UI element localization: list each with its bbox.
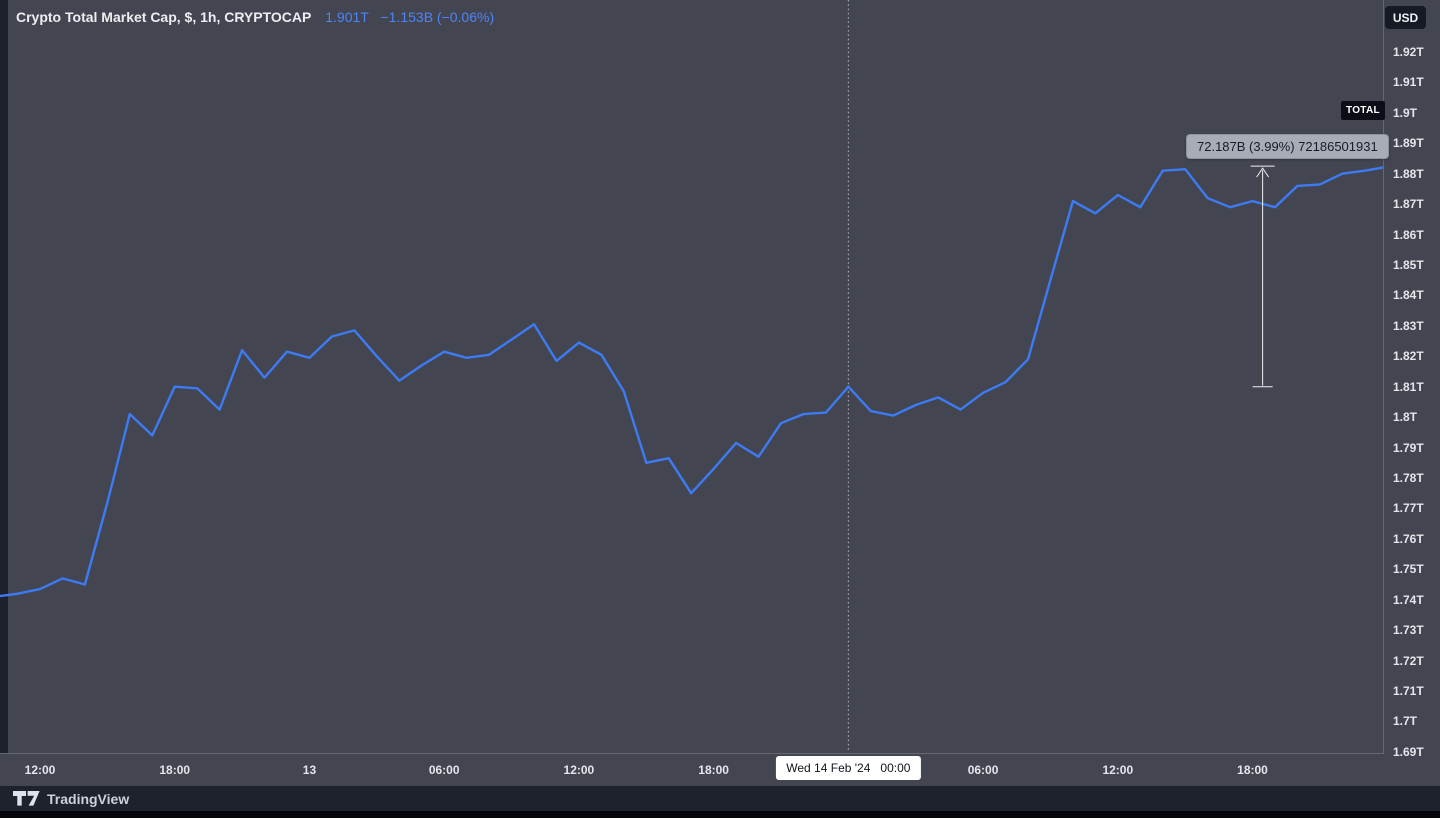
price-tick-label: 1.69T: [1393, 744, 1424, 759]
price-tick-label: 1.7T: [1393, 714, 1418, 729]
price-change: −1.153B (−0.06%): [380, 9, 495, 25]
price-tick-label: 1.72T: [1393, 653, 1424, 668]
price-tick-label: 1.79T: [1393, 440, 1424, 455]
time-tick-label: 12:00: [1102, 763, 1134, 777]
price-chart-canvas[interactable]: [0, 0, 1384, 753]
symbol-title[interactable]: Crypto Total Market Cap, $, 1h, CRYPTOCA…: [16, 9, 312, 25]
time-tick-label: 06:00: [428, 763, 460, 777]
price-tick-label: 1.84T: [1393, 288, 1424, 303]
time-axis[interactable]: Wed 14 Feb '24 00:00 12:00 18:00 13 06:00 12…: [0, 753, 1384, 786]
price-tick-label: 1.85T: [1393, 258, 1424, 272]
market-cap-line-series: [0, 166, 1384, 598]
price-tick-label: 1.82T: [1393, 349, 1424, 364]
time-tick-label: 18:00: [698, 763, 729, 777]
bottom-edge-strip: [0, 811, 1440, 818]
price-tick-label: 1.87T: [1393, 197, 1424, 212]
price-tick-label: 1.8T: [1393, 410, 1418, 425]
time-tick-label: 06:00: [967, 763, 999, 777]
price-tick-label: 1.78T: [1393, 471, 1424, 486]
measure-tool[interactable]: [1250, 165, 1275, 388]
currency-toggle-button[interactable]: USD: [1385, 6, 1426, 29]
price-tick-label: 1.83T: [1393, 318, 1424, 333]
chart-legend: Crypto Total Market Cap, $, 1h, CRYPTOCA…: [16, 9, 494, 25]
measure-tooltip: 72.187B (3.99%) 72186501931: [1186, 134, 1389, 159]
crosshair-date-label: Wed 14 Feb '24 00:00: [776, 756, 921, 780]
time-tick-label: 12:00: [563, 763, 595, 777]
time-tick-label: 13: [302, 763, 317, 777]
tradingview-logo-icon[interactable]: [13, 791, 40, 806]
price-tick-label: 1.89T: [1393, 136, 1424, 151]
tradingview-wordmark[interactable]: TradingView: [47, 790, 130, 807]
price-axis[interactable]: 1.92T 1.91T 1.9T 1.89T 1.88T 1.87T 1.86T 1.85T 1…: [1383, 0, 1440, 759]
price-tick-label: 1.75T: [1393, 562, 1424, 577]
price-tick-label: 1.77T: [1393, 501, 1424, 516]
time-tick-label: 18:00: [1237, 763, 1268, 777]
left-edge-strip: [0, 0, 8, 786]
price-tick-label: 1.9T: [1393, 105, 1418, 120]
price-tick-label: 1.91T: [1393, 75, 1424, 90]
time-tick-label: 12:00: [24, 763, 56, 777]
price-tick-label: 1.74T: [1393, 592, 1424, 607]
price-tick-label: 1.76T: [1393, 531, 1424, 546]
price-tick-label: 1.81T: [1393, 379, 1424, 394]
price-tick-label: 1.86T: [1393, 227, 1424, 242]
last-price: 1.901T: [325, 9, 369, 25]
price-tick-label: 1.92T: [1393, 45, 1424, 59]
price-tick-label: 1.73T: [1393, 623, 1424, 638]
price-tick-label: 1.88T: [1393, 166, 1424, 181]
total-price-tag: TOTAL: [1341, 101, 1385, 120]
bottom-toolbar: TradingView: [0, 786, 1440, 811]
price-tick-label: 1.71T: [1393, 684, 1424, 699]
time-tick-label: 18:00: [159, 763, 191, 777]
